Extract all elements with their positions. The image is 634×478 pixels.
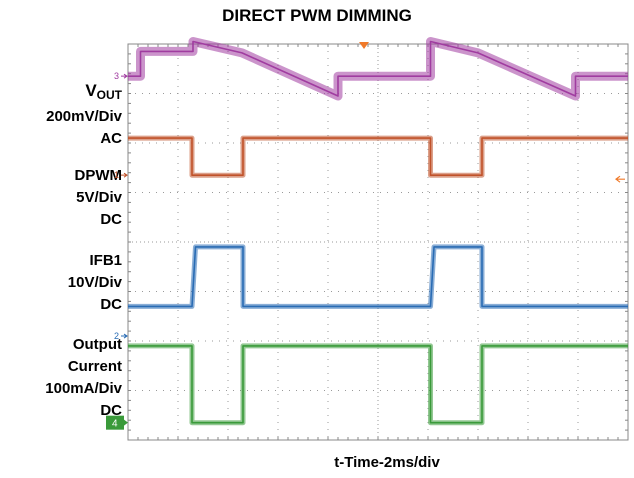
dpwm-name: DPWM xyxy=(74,167,123,184)
scope-traces xyxy=(128,37,628,426)
dpwm-coupling: DC xyxy=(100,211,122,228)
iout-coupling: DC xyxy=(100,402,122,419)
iout-name-line2: Current xyxy=(67,358,122,375)
vout-trace xyxy=(128,40,628,97)
dpwm-label-block: DPWM 5V/Div DC xyxy=(75,165,123,231)
chart-title: DIRECT PWM DIMMING xyxy=(222,6,412,25)
ifb1-coupling: DC xyxy=(100,296,122,313)
ifb1-scale: 10V/Div xyxy=(67,274,122,291)
scope-grid xyxy=(127,43,629,441)
scope-markers: 3 1 2 4 xyxy=(106,42,625,430)
dpwm-scale: 5V/Div xyxy=(76,189,122,206)
ifb1-trace xyxy=(128,246,628,308)
ifb1-label-block: IFB1 10V/Div DC xyxy=(68,250,122,316)
vout-name-sub: OUT xyxy=(96,88,122,102)
channel-4-marker-arrow xyxy=(124,419,128,426)
vout-name: VOUT xyxy=(46,80,122,106)
trigger-level-marker xyxy=(615,175,625,183)
channel-3-marker-arrow xyxy=(121,73,128,79)
vout-label-block: VOUT 200mV/Div AC xyxy=(46,80,122,150)
channel-1-marker-label: 1 xyxy=(114,170,119,180)
iout-label-block: Output Current 100mA/Div DC xyxy=(45,334,122,422)
channel-4-marker-box xyxy=(106,415,124,430)
trigger-position-marker xyxy=(359,42,369,49)
channel-2-marker-label: 2 xyxy=(114,331,119,341)
iout-scale: 100mA/Div xyxy=(45,380,122,397)
output_current-trace xyxy=(128,345,628,424)
channel-4-marker-label: 4 xyxy=(112,419,118,430)
channel-1-marker-arrow xyxy=(121,172,128,178)
channel-2-marker-arrow xyxy=(121,333,128,339)
iout-name-line1: Output xyxy=(72,336,122,353)
x-axis-label: t-Time-2ms/div xyxy=(334,454,440,471)
ifb1-name: IFB1 xyxy=(89,252,122,269)
vout-name-main: V xyxy=(85,81,97,100)
vout-coupling: AC xyxy=(100,130,122,147)
channel-3-marker-label: 3 xyxy=(114,71,119,81)
vout-scale: 200mV/Div xyxy=(46,108,122,125)
dpwm-trace xyxy=(128,137,628,176)
